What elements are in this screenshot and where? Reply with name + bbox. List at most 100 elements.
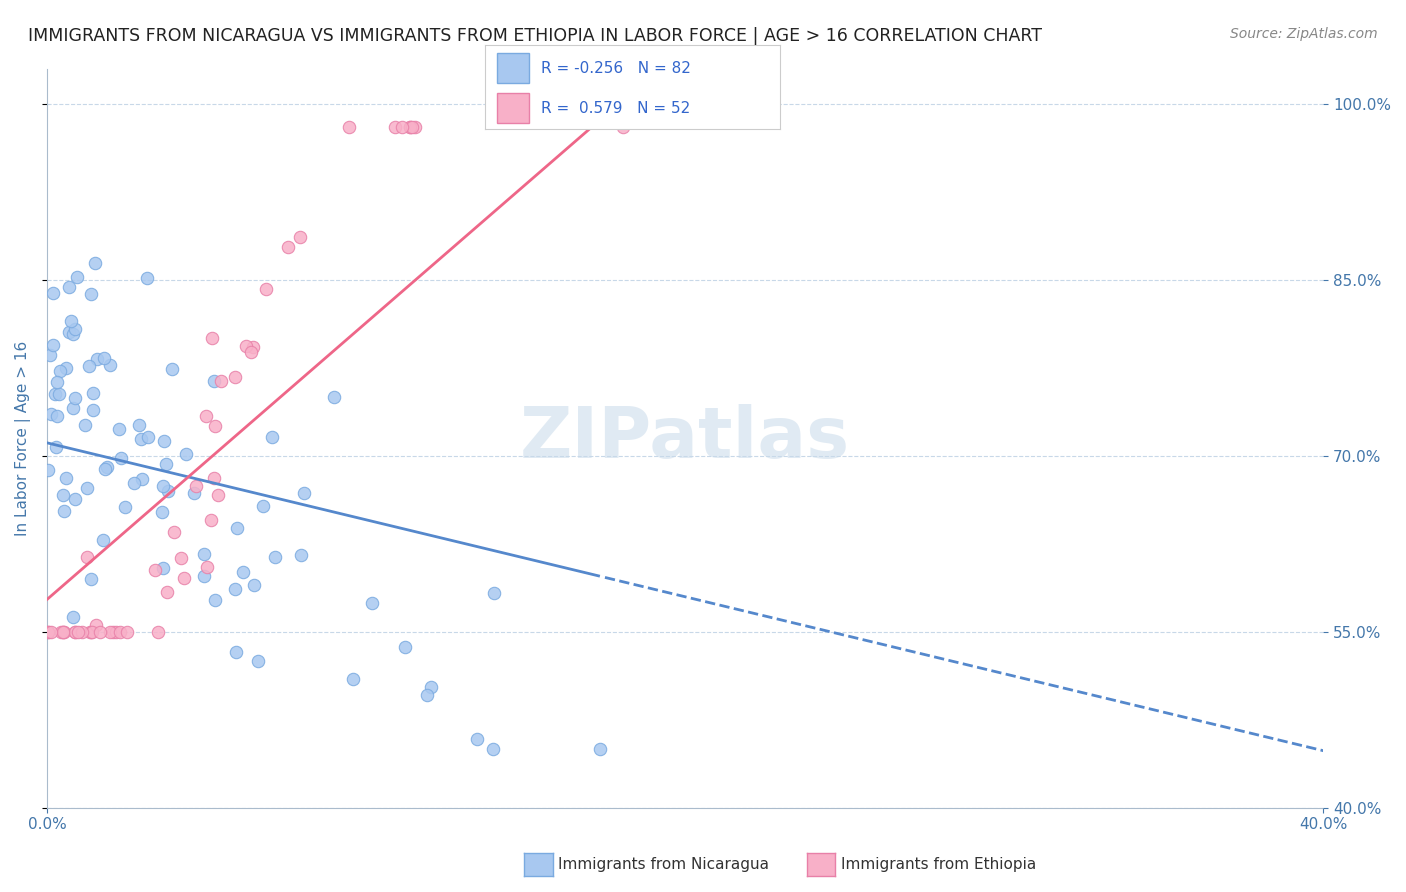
Point bbox=[37, 463, 59, 477]
Point bbox=[156, 484, 179, 499]
Point bbox=[37, 624, 59, 639]
Point bbox=[135, 270, 157, 285]
Point bbox=[65, 322, 87, 336]
FancyBboxPatch shape bbox=[496, 93, 529, 122]
Point bbox=[225, 645, 247, 659]
Point bbox=[148, 624, 170, 639]
Point bbox=[361, 596, 384, 610]
Point bbox=[86, 351, 108, 366]
Point bbox=[63, 624, 86, 639]
Point bbox=[153, 434, 176, 449]
Point bbox=[401, 120, 423, 135]
Point bbox=[193, 547, 215, 561]
Point bbox=[49, 624, 72, 639]
Point bbox=[399, 120, 422, 135]
Point bbox=[38, 348, 60, 362]
Point bbox=[53, 624, 76, 639]
Point bbox=[150, 505, 173, 519]
Point bbox=[94, 462, 117, 476]
Point bbox=[104, 624, 127, 639]
Point bbox=[240, 344, 263, 359]
Point bbox=[243, 578, 266, 592]
Point bbox=[70, 624, 93, 639]
Point bbox=[183, 486, 205, 500]
Point bbox=[202, 374, 225, 388]
Point bbox=[79, 624, 101, 639]
Point bbox=[77, 359, 100, 373]
Point bbox=[55, 471, 77, 485]
Point bbox=[242, 340, 264, 354]
Text: R = -0.256   N = 82: R = -0.256 N = 82 bbox=[541, 61, 690, 76]
Point bbox=[384, 120, 406, 135]
Point bbox=[39, 624, 62, 639]
Point bbox=[143, 563, 166, 577]
Point bbox=[55, 360, 77, 375]
Point bbox=[108, 422, 131, 436]
Point bbox=[224, 582, 246, 596]
Point bbox=[170, 551, 193, 566]
Point bbox=[193, 569, 215, 583]
Point bbox=[404, 120, 426, 135]
Point bbox=[342, 672, 364, 686]
Point bbox=[209, 374, 232, 388]
Point bbox=[101, 624, 124, 639]
Point bbox=[136, 430, 159, 444]
Point bbox=[122, 475, 145, 490]
Point bbox=[44, 387, 66, 401]
Point bbox=[65, 391, 87, 405]
Point bbox=[226, 521, 249, 535]
Point bbox=[612, 120, 634, 135]
Point bbox=[391, 120, 413, 135]
Point bbox=[589, 742, 612, 756]
Point bbox=[224, 369, 246, 384]
Point bbox=[80, 572, 103, 586]
Point bbox=[163, 525, 186, 540]
Point bbox=[41, 407, 63, 421]
Point bbox=[96, 459, 118, 474]
Point bbox=[52, 488, 75, 502]
Point bbox=[67, 624, 90, 639]
Text: IMMIGRANTS FROM NICARAGUA VS IMMIGRANTS FROM ETHIOPIA IN LABOR FORCE | AGE > 16 : IMMIGRANTS FROM NICARAGUA VS IMMIGRANTS … bbox=[28, 27, 1042, 45]
Point bbox=[62, 401, 84, 416]
Point bbox=[80, 624, 103, 639]
Point bbox=[288, 230, 311, 244]
Point bbox=[45, 440, 67, 454]
Text: Immigrants from Nicaragua: Immigrants from Nicaragua bbox=[558, 857, 769, 871]
Point bbox=[98, 358, 121, 372]
Point bbox=[52, 504, 75, 518]
Point bbox=[482, 586, 505, 600]
Point bbox=[246, 655, 269, 669]
Point bbox=[66, 269, 89, 284]
Point bbox=[252, 499, 274, 513]
Point bbox=[204, 419, 226, 434]
Point bbox=[254, 282, 277, 296]
Point bbox=[76, 550, 98, 565]
Point bbox=[264, 550, 287, 565]
Point bbox=[98, 624, 121, 639]
Point bbox=[62, 610, 84, 624]
Point bbox=[465, 731, 488, 746]
Point bbox=[51, 624, 73, 639]
Point bbox=[195, 560, 218, 574]
Point bbox=[82, 403, 104, 417]
Point bbox=[204, 593, 226, 607]
Point bbox=[200, 513, 222, 527]
Point bbox=[160, 362, 183, 376]
Point bbox=[115, 624, 138, 639]
Point bbox=[114, 500, 136, 515]
Point bbox=[156, 585, 179, 599]
Point bbox=[48, 387, 70, 401]
Point bbox=[415, 688, 437, 702]
Point bbox=[128, 417, 150, 432]
Point bbox=[129, 432, 152, 446]
Point bbox=[45, 375, 67, 389]
Point bbox=[110, 450, 132, 465]
Point bbox=[75, 417, 97, 432]
Point bbox=[42, 338, 65, 352]
Point bbox=[202, 471, 225, 485]
Point bbox=[481, 742, 503, 756]
Point bbox=[262, 430, 284, 444]
Point bbox=[82, 386, 104, 401]
Y-axis label: In Labor Force | Age > 16: In Labor Force | Age > 16 bbox=[15, 341, 31, 536]
Text: Immigrants from Ethiopia: Immigrants from Ethiopia bbox=[841, 857, 1036, 871]
